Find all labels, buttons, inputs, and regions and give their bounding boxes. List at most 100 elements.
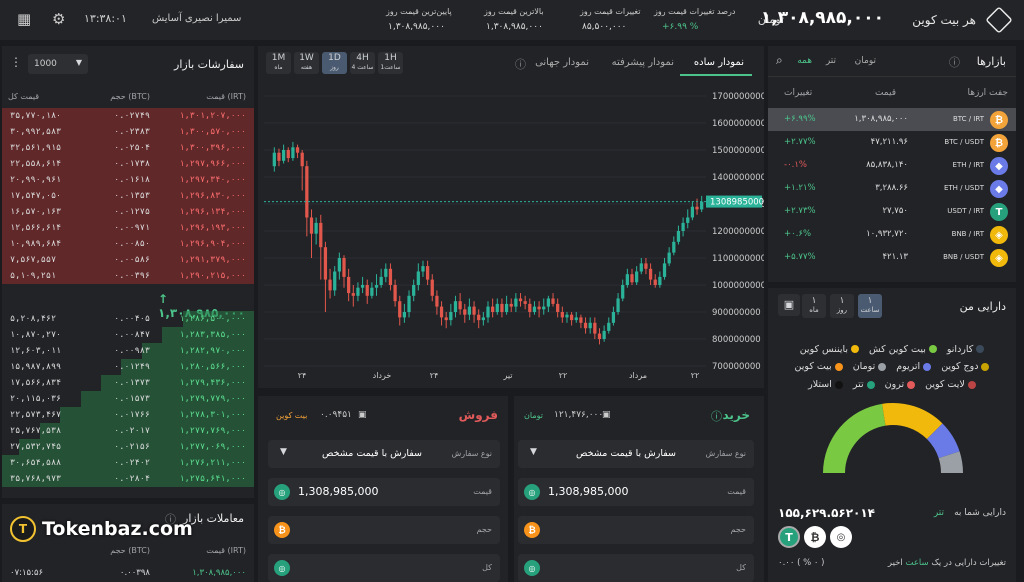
order-row[interactable]: ۱,۲۹۶,۹۰۴,۰۰۰ ۰.۰۰۸۵۰ ۱۰,۹۸۹,۶۸۴ <box>2 236 254 252</box>
gear-icon[interactable]: ⚙ <box>52 10 66 28</box>
asset-range-button[interactable]: ۱ روز <box>830 294 854 318</box>
kebab-menu-icon[interactable]: ⋮ <box>10 55 22 69</box>
candle <box>319 222 323 248</box>
stat-label: پایین‌ترین قیمت روز <box>386 7 452 16</box>
amount-select[interactable]: 1000 ▼ <box>28 54 88 74</box>
order-row[interactable]: ۱,۲۷۷,۰۶۹,۰۰۰ ۰.۰۲۱۵۶ ۲۷,۵۳۲,۷۴۵ <box>2 439 254 455</box>
buy-volume-field[interactable]: حجم ₿ <box>518 516 754 544</box>
info-icon[interactable]: ⓘ <box>949 56 960 69</box>
legend-label: تومان <box>852 361 876 373</box>
order-row[interactable]: ۱,۲۹۶,۱۳۴,۰۰۰ ۰.۰۱۲۷۵ ۱۶,۵۷۰,۱۶۳ <box>2 204 254 220</box>
order-row[interactable]: ۱,۳۰۱,۲۰۷,۰۰۰ ۰.۰۲۷۴۹ ۳۵,۷۷۰,۱۸۰ <box>2 108 254 124</box>
order-row[interactable]: ۱,۲۸۰,۵۶۶,۰۰۰ ۰.۰۱۲۴۹ ۱۵,۹۸۷,۸۹۹ <box>2 359 254 375</box>
legend-item: بیت کوین <box>795 360 843 375</box>
sell-order-type-select[interactable]: نوع سفارش سفارش با قیمت مشخص ▼ <box>268 440 500 468</box>
order-total: ۱۷,۵۴۷,۰۵۰ <box>10 191 62 201</box>
candle <box>425 266 430 280</box>
order-row[interactable]: ۱,۲۷۹,۴۳۶,۰۰۰ ۰.۰۱۳۷۳ ۱۷,۵۶۶,۸۳۴ <box>2 375 254 391</box>
tether-icon[interactable]: T <box>778 526 800 548</box>
range-code: 1W <box>299 53 314 63</box>
order-row[interactable]: ۱,۲۷۶,۲۱۱,۰۰۰ ۰.۰۲۴۰۲ ۳۰,۶۵۴,۵۸۸ <box>2 455 254 471</box>
candle <box>514 298 518 307</box>
order-row[interactable]: ۱,۲۸۶,۵۰۰,۰۰۰ ۰.۰۰۴۰۵ ۵,۲۰۸,۴۶۲ <box>2 311 254 327</box>
order-row[interactable]: ۱,۲۸۲,۹۷۰,۰۰۰ ۰.۰۰۹۸۳ ۱۲,۶۰۳,۰۱۱ <box>2 343 254 359</box>
sell-total-field[interactable]: کل ◎ <box>268 554 500 582</box>
order-row[interactable]: ۱,۲۹۶,۱۹۳,۰۰۰ ۰.۰۰۹۷۱ ۱۲,۵۶۶,۶۱۴ <box>2 220 254 236</box>
sell-volume-field[interactable]: حجم ₿ <box>268 516 500 544</box>
price-chart[interactable]: 1700000000 1600000000 1500000000 1400000000… <box>258 82 764 388</box>
order-row[interactable]: ۱,۲۷۵,۶۴۱,۰۰۰ ۰.۰۲۸۰۴ ۳۵,۷۶۸,۹۷۳ <box>2 471 254 487</box>
market-row[interactable]: T USDT / IRT ۲۷,۷۵۰ +۲.۷۳% <box>768 200 1016 223</box>
depth-bar <box>101 375 254 391</box>
chart-range-button[interactable]: 1W هفته <box>294 52 319 74</box>
legend-swatch <box>923 362 932 371</box>
tab-tether[interactable]: تتر <box>825 56 836 66</box>
info-icon[interactable]: ⓘ <box>515 58 526 71</box>
order-row[interactable]: ۱,۲۹۶,۸۳۰,۰۰۰ ۰.۰۱۳۵۳ ۱۷,۵۴۷,۰۵۰ <box>2 188 254 204</box>
candle <box>560 312 564 318</box>
brand-label: هر بیت کوین <box>912 13 976 27</box>
buy-price-field[interactable]: قیمت ◎ 1,308,985,000 <box>518 478 754 506</box>
info-icon[interactable]: ⓘ <box>165 513 176 526</box>
asset-range-button[interactable]: ۱ ماه <box>802 294 826 318</box>
y-tick-label: 1000000000 <box>712 281 764 291</box>
donut-slice <box>823 403 886 473</box>
depth-bar <box>2 108 254 124</box>
col-volume: حجم (BTC) <box>110 92 150 101</box>
market-row[interactable]: ◈ BNB / IRT ۱۰,۹۳۲,۷۲۰ +۰.۶% <box>768 223 1016 246</box>
order-row[interactable]: ۱,۲۹۷,۳۴۰,۰۰۰ ۰.۰۱۶۱۸ ۲۰,۹۹۰,۹۶۱ <box>2 172 254 188</box>
candle <box>500 303 504 312</box>
candle <box>351 293 355 296</box>
order-row[interactable]: ۱,۲۹۷,۹۶۶,۰۰۰ ۰.۰۱۷۳۸ ۲۲,۵۵۸,۶۱۴ <box>2 156 254 172</box>
candle <box>347 276 351 294</box>
search-icon[interactable]: ⌕ <box>776 53 783 67</box>
price-label: قیمت <box>473 487 492 496</box>
toman-icon: ◎ <box>524 560 540 576</box>
buy-total-field[interactable]: کل ◎ <box>518 554 754 582</box>
buy-order-type-select[interactable]: نوع سفارش سفارش با قیمت مشخص ▼ <box>518 440 754 468</box>
tab-toman[interactable]: تومان <box>854 56 876 66</box>
candle <box>286 150 290 159</box>
market-row[interactable]: ₿ BTC / IRT ۱,۳۰۸,۹۸۵,۰۰۰ +۶.۹۹% <box>768 108 1016 131</box>
chart-range-button[interactable]: 1H 1ساعت <box>378 52 403 74</box>
info-icon[interactable]: ⓘ <box>711 410 722 423</box>
order-row[interactable]: ۱,۲۷۷,۷۶۹,۰۰۰ ۰.۰۲۰۱۷ ۲۵,۷۶۷,۵۳۸ <box>2 423 254 439</box>
coin-icon: ◈ <box>990 249 1008 267</box>
tab-all[interactable]: همه <box>797 56 812 66</box>
chart-range-button[interactable]: 1M ماه <box>266 52 291 74</box>
market-row[interactable]: ◆ ETH / IRT ۸۵,۸۳۸,۱۴۰ -۰.۱% <box>768 154 1016 177</box>
order-row[interactable]: ۱,۳۰۰,۵۷۰,۰۰۰ ۰.۰۲۳۸۳ ۳۰,۹۹۲,۵۸۳ <box>2 124 254 140</box>
x-tick-label: خرداد <box>373 371 392 380</box>
order-volume: ۰.۰۲۷۴۹ <box>114 111 150 121</box>
calendar-icon[interactable]: ▣ <box>778 294 800 316</box>
order-total: ۲۰,۱۱۵,۰۳۶ <box>10 394 62 404</box>
candle <box>662 263 667 277</box>
order-row[interactable]: ۱,۲۹۱,۳۷۹,۰۰۰ ۰.۰۰۵۸۶ ۷,۵۶۷,۵۵۷ <box>2 252 254 268</box>
chart-range-button[interactable]: 4H 4 ساعت <box>350 52 375 74</box>
sell-price-field[interactable]: قیمت ◎ 1,308,985,000 <box>268 478 500 506</box>
market-row[interactable]: ◈ BNB / USDT ۴۲۱.۱۳ +۵.۷۷% <box>768 246 1016 269</box>
user-name[interactable]: سمیرا نصیری آسایش <box>152 13 242 24</box>
market-change: +۲.۷۳% <box>784 206 816 216</box>
chart-range-button[interactable]: 1D روز <box>322 52 347 74</box>
market-row[interactable]: ◆ ETH / USDT ۳,۲۸۸.۶۶ +۱.۲۱% <box>768 177 1016 200</box>
order-row[interactable]: ۱,۲۷۹,۷۷۹,۰۰۰ ۰.۰۱۵۷۳ ۲۰,۱۱۵,۰۳۶ <box>2 391 254 407</box>
market-row[interactable]: ₿ BTC / USDT ۴۷,۲۱۱.۹۶ +۲.۷۷% <box>768 131 1016 154</box>
tab-advanced-chart[interactable]: نمودار پیشرفته <box>611 57 674 68</box>
amount-value: 1000 <box>34 59 57 69</box>
price-value: 1,308,985,000 <box>548 485 629 498</box>
candle <box>370 287 374 296</box>
order-row[interactable]: ۱,۲۸۳,۳۸۵,۰۰۰ ۰.۰۰۸۴۷ ۱۰,۸۷۰,۲۷۰ <box>2 327 254 343</box>
tab-simple-chart[interactable]: نمودار ساده <box>693 57 744 68</box>
order-row[interactable]: ۱,۲۷۸,۳۰۱,۰۰۰ ۰.۰۱۷۶۶ ۲۲,۵۷۳,۴۶۷ <box>2 407 254 423</box>
asset-range-button[interactable]: ۱ ساعت <box>858 294 882 318</box>
order-row[interactable]: ۱,۲۹۰,۲۱۵,۰۰۰ ۰.۰۰۳۹۶ ۵,۱۰۹,۲۵۱ <box>2 268 254 284</box>
sell-title: فروش <box>458 408 498 422</box>
toman-icon[interactable]: ◎ <box>830 526 852 548</box>
logo-icon[interactable] <box>985 6 1013 34</box>
grid-menu-icon[interactable]: ▦ <box>17 10 32 28</box>
tab-world-chart[interactable]: نمودار جهانی <box>535 57 589 68</box>
bitcoin-icon[interactable]: ₿ <box>804 526 826 548</box>
depth-bar <box>2 156 254 172</box>
order-row[interactable]: ۱,۳۰۰,۳۹۶,۰۰۰ ۰.۰۲۵۰۴ ۳۲,۵۶۱,۹۱۵ <box>2 140 254 156</box>
